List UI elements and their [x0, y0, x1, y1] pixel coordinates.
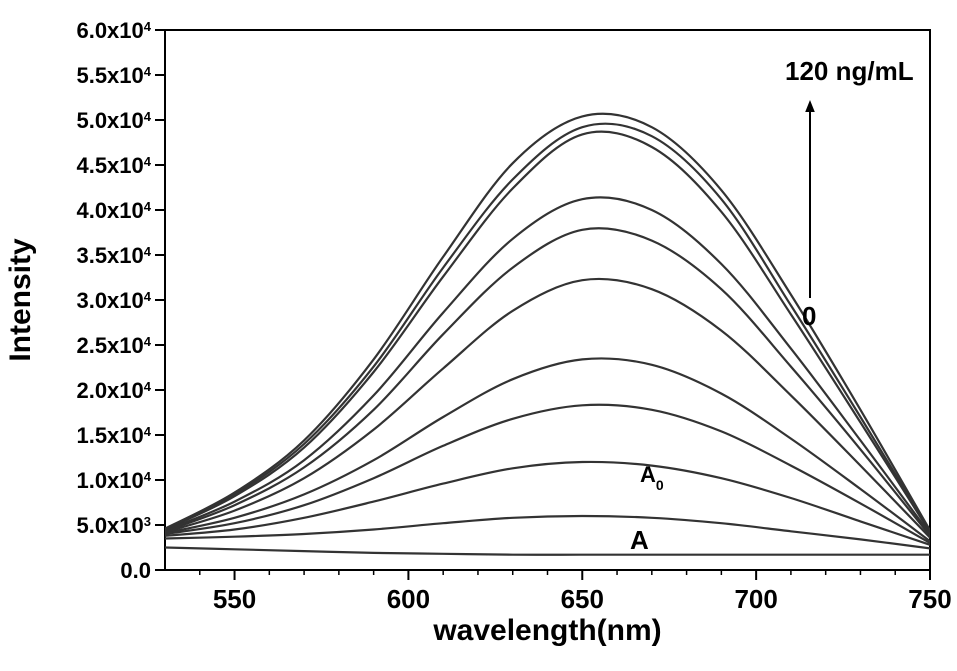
svg-text:Intensity: Intensity	[4, 238, 37, 362]
svg-text:750: 750	[908, 584, 951, 614]
svg-text:1.5x104: 1.5x104	[76, 423, 151, 448]
svg-text:550: 550	[213, 584, 256, 614]
svg-text:120 ng/mL: 120 ng/mL	[785, 56, 914, 86]
svg-text:650: 650	[561, 584, 604, 614]
svg-text:3.0x104: 3.0x104	[76, 288, 151, 313]
svg-text:A: A	[630, 525, 649, 555]
svg-text:4.0x104: 4.0x104	[76, 198, 151, 223]
spectra-chart: 550 600 650 700 750 wavelength(nm) 0.0 5.0x103 1…	[0, 0, 957, 671]
svg-text:0.0: 0.0	[120, 558, 151, 583]
svg-text:4.5x104: 4.5x104	[76, 153, 151, 178]
svg-text:wavelength(nm): wavelength(nm)	[432, 614, 661, 647]
svg-text:1.0x104: 1.0x104	[76, 468, 151, 493]
svg-text:0: 0	[802, 301, 816, 331]
svg-text:2.0x104: 2.0x104	[76, 378, 151, 403]
svg-text:6.0x104: 6.0x104	[76, 18, 151, 43]
svg-text:600: 600	[387, 584, 430, 614]
svg-text:5.0x103: 5.0x103	[76, 513, 151, 538]
svg-text:5.0x104: 5.0x104	[76, 108, 151, 133]
svg-text:3.5x104: 3.5x104	[76, 243, 151, 268]
svg-text:2.5x104: 2.5x104	[76, 333, 151, 358]
chart-svg: 550 600 650 700 750 wavelength(nm) 0.0 5.0x103 1…	[0, 0, 957, 671]
svg-text:700: 700	[734, 584, 777, 614]
svg-text:5.5x104: 5.5x104	[76, 63, 151, 88]
